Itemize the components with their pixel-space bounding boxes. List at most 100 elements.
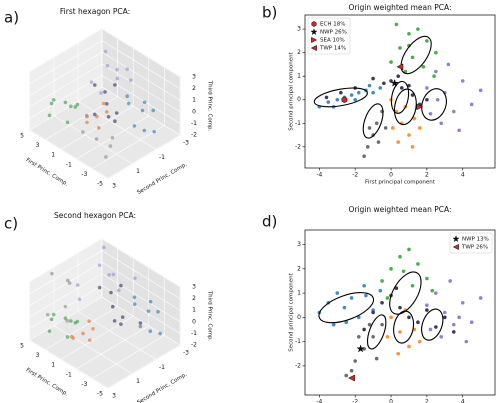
point xyxy=(111,272,116,277)
y-tick-label: 0 xyxy=(297,96,301,103)
grid-line xyxy=(29,238,181,288)
point xyxy=(385,296,390,300)
point xyxy=(362,327,366,332)
y-tick-label: -1 xyxy=(159,154,165,161)
point xyxy=(425,39,429,43)
point xyxy=(69,104,73,109)
point xyxy=(380,322,384,327)
point xyxy=(120,315,125,319)
point xyxy=(342,305,347,310)
point xyxy=(99,91,103,95)
point xyxy=(371,310,375,315)
point xyxy=(353,359,357,363)
point xyxy=(87,338,92,342)
grid-line xyxy=(29,250,181,299)
z-tick-label: -1 xyxy=(191,120,197,127)
grid-line xyxy=(29,28,181,78)
z-axis-label: Third Princ. Comp. xyxy=(207,80,213,132)
point xyxy=(126,101,131,106)
point xyxy=(401,269,406,274)
x-tick-label: 4 xyxy=(461,172,465,179)
point xyxy=(391,126,395,130)
point xyxy=(117,288,121,293)
chart-title: Origin weighted mean PCA: xyxy=(348,3,451,12)
point xyxy=(105,101,109,106)
point xyxy=(451,330,456,334)
point xyxy=(115,76,120,81)
x-tick-label: -3 xyxy=(81,171,87,178)
x-tick-label: -1 xyxy=(66,161,72,168)
point xyxy=(389,267,393,271)
z-tick-label: -1 xyxy=(191,330,197,337)
point xyxy=(140,108,145,113)
point xyxy=(114,111,119,115)
y-tick-label: -1 xyxy=(159,364,165,371)
grid-line xyxy=(29,273,181,323)
point xyxy=(434,69,438,74)
point xyxy=(148,329,153,333)
point xyxy=(103,90,107,94)
legend-marker xyxy=(452,235,460,243)
point xyxy=(77,297,82,302)
z-tick-label: 1 xyxy=(192,97,196,104)
legend-box xyxy=(307,17,351,55)
point xyxy=(158,331,162,336)
panel-label: d) xyxy=(262,213,277,231)
x-tick-label: 2 xyxy=(425,399,429,403)
marker xyxy=(341,96,348,104)
point xyxy=(457,128,461,133)
point xyxy=(148,299,153,304)
y-tick-label: 1 xyxy=(297,290,301,297)
point xyxy=(428,112,433,116)
legend-marker xyxy=(310,44,317,52)
y-tick-label: 3 xyxy=(112,393,116,400)
point xyxy=(428,327,433,332)
point xyxy=(349,296,354,300)
point xyxy=(425,308,429,312)
point xyxy=(63,316,68,321)
point xyxy=(349,93,354,97)
point xyxy=(51,312,56,317)
point xyxy=(398,46,402,50)
point xyxy=(380,300,384,305)
point xyxy=(443,310,447,315)
z-tick-label: 3 xyxy=(192,284,196,291)
point xyxy=(132,295,137,300)
grid-line xyxy=(29,296,181,346)
ellipse xyxy=(400,35,432,75)
legend-box xyxy=(449,232,493,254)
chart-title: First hexagon PCA: xyxy=(60,7,130,16)
grid-line xyxy=(29,51,181,101)
x-tick-label: 1 xyxy=(51,152,55,159)
y-tick-label: 3 xyxy=(297,26,301,33)
x-tick-label: 2 xyxy=(425,172,429,179)
point xyxy=(67,281,72,285)
point xyxy=(65,335,70,339)
point xyxy=(382,81,386,86)
point xyxy=(434,291,438,295)
point xyxy=(51,98,56,102)
point xyxy=(403,69,408,74)
point xyxy=(85,114,89,119)
point xyxy=(69,334,74,339)
point xyxy=(434,50,438,55)
y-tick-label: 1 xyxy=(136,168,140,175)
point xyxy=(66,278,70,283)
chart-title: Origin weighted mean PCA: xyxy=(348,205,451,214)
point xyxy=(356,315,361,320)
point xyxy=(457,315,461,320)
marker xyxy=(396,63,404,71)
point xyxy=(421,64,426,69)
x-tick-label: -5 xyxy=(97,391,103,398)
point xyxy=(439,121,444,126)
point xyxy=(112,319,117,323)
point xyxy=(45,312,50,317)
panel-label: b) xyxy=(262,4,277,22)
plot-area xyxy=(304,229,496,396)
chart-title: Second hexagon PCA: xyxy=(54,211,136,220)
point xyxy=(407,315,411,320)
point xyxy=(125,94,129,99)
x-tick-label: 0 xyxy=(389,399,393,403)
y-tick-label: 1 xyxy=(297,73,301,80)
x-tick-label: -4 xyxy=(316,172,322,179)
